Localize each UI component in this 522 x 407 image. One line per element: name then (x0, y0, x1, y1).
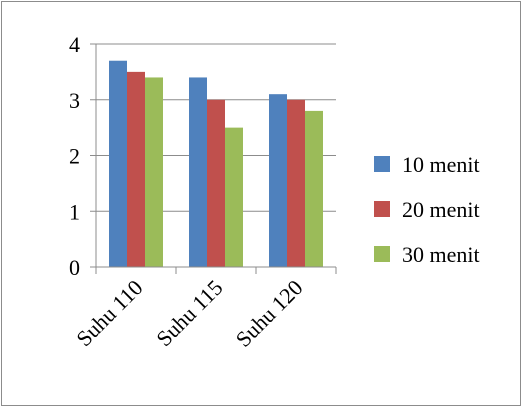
legend-swatch (374, 201, 390, 217)
y-tick-label: 1 (69, 199, 80, 224)
legend-label: 10 menit (402, 152, 480, 177)
x-tick-label: Suhu 120 (231, 275, 308, 352)
bar (269, 94, 287, 267)
y-tick-label: 3 (69, 88, 80, 113)
legend-label: 20 menit (402, 197, 480, 222)
legend-swatch (374, 246, 390, 262)
x-tick-label: Suhu 110 (71, 275, 147, 351)
y-tick-label: 2 (69, 144, 80, 169)
y-tick-label: 0 (69, 255, 80, 280)
legend: 10 menit 20 menit 30 menit (374, 152, 480, 267)
bar (109, 60, 127, 267)
y-tick-labels: 0 1 2 3 4 (69, 32, 80, 280)
bar (225, 127, 243, 267)
axes (90, 43, 337, 274)
y-tick-label: 4 (69, 32, 80, 57)
bar (145, 77, 163, 267)
bar (305, 110, 323, 268)
bar (287, 99, 305, 267)
bars (109, 60, 323, 268)
bar (127, 71, 145, 267)
x-tick-label: Suhu 115 (151, 275, 227, 351)
bar (189, 77, 207, 267)
legend-label: 30 menit (402, 242, 480, 267)
legend-swatch (374, 156, 390, 172)
bar (207, 99, 225, 267)
x-tick-labels: Suhu 110 Suhu 115 Suhu 120 (71, 275, 307, 352)
